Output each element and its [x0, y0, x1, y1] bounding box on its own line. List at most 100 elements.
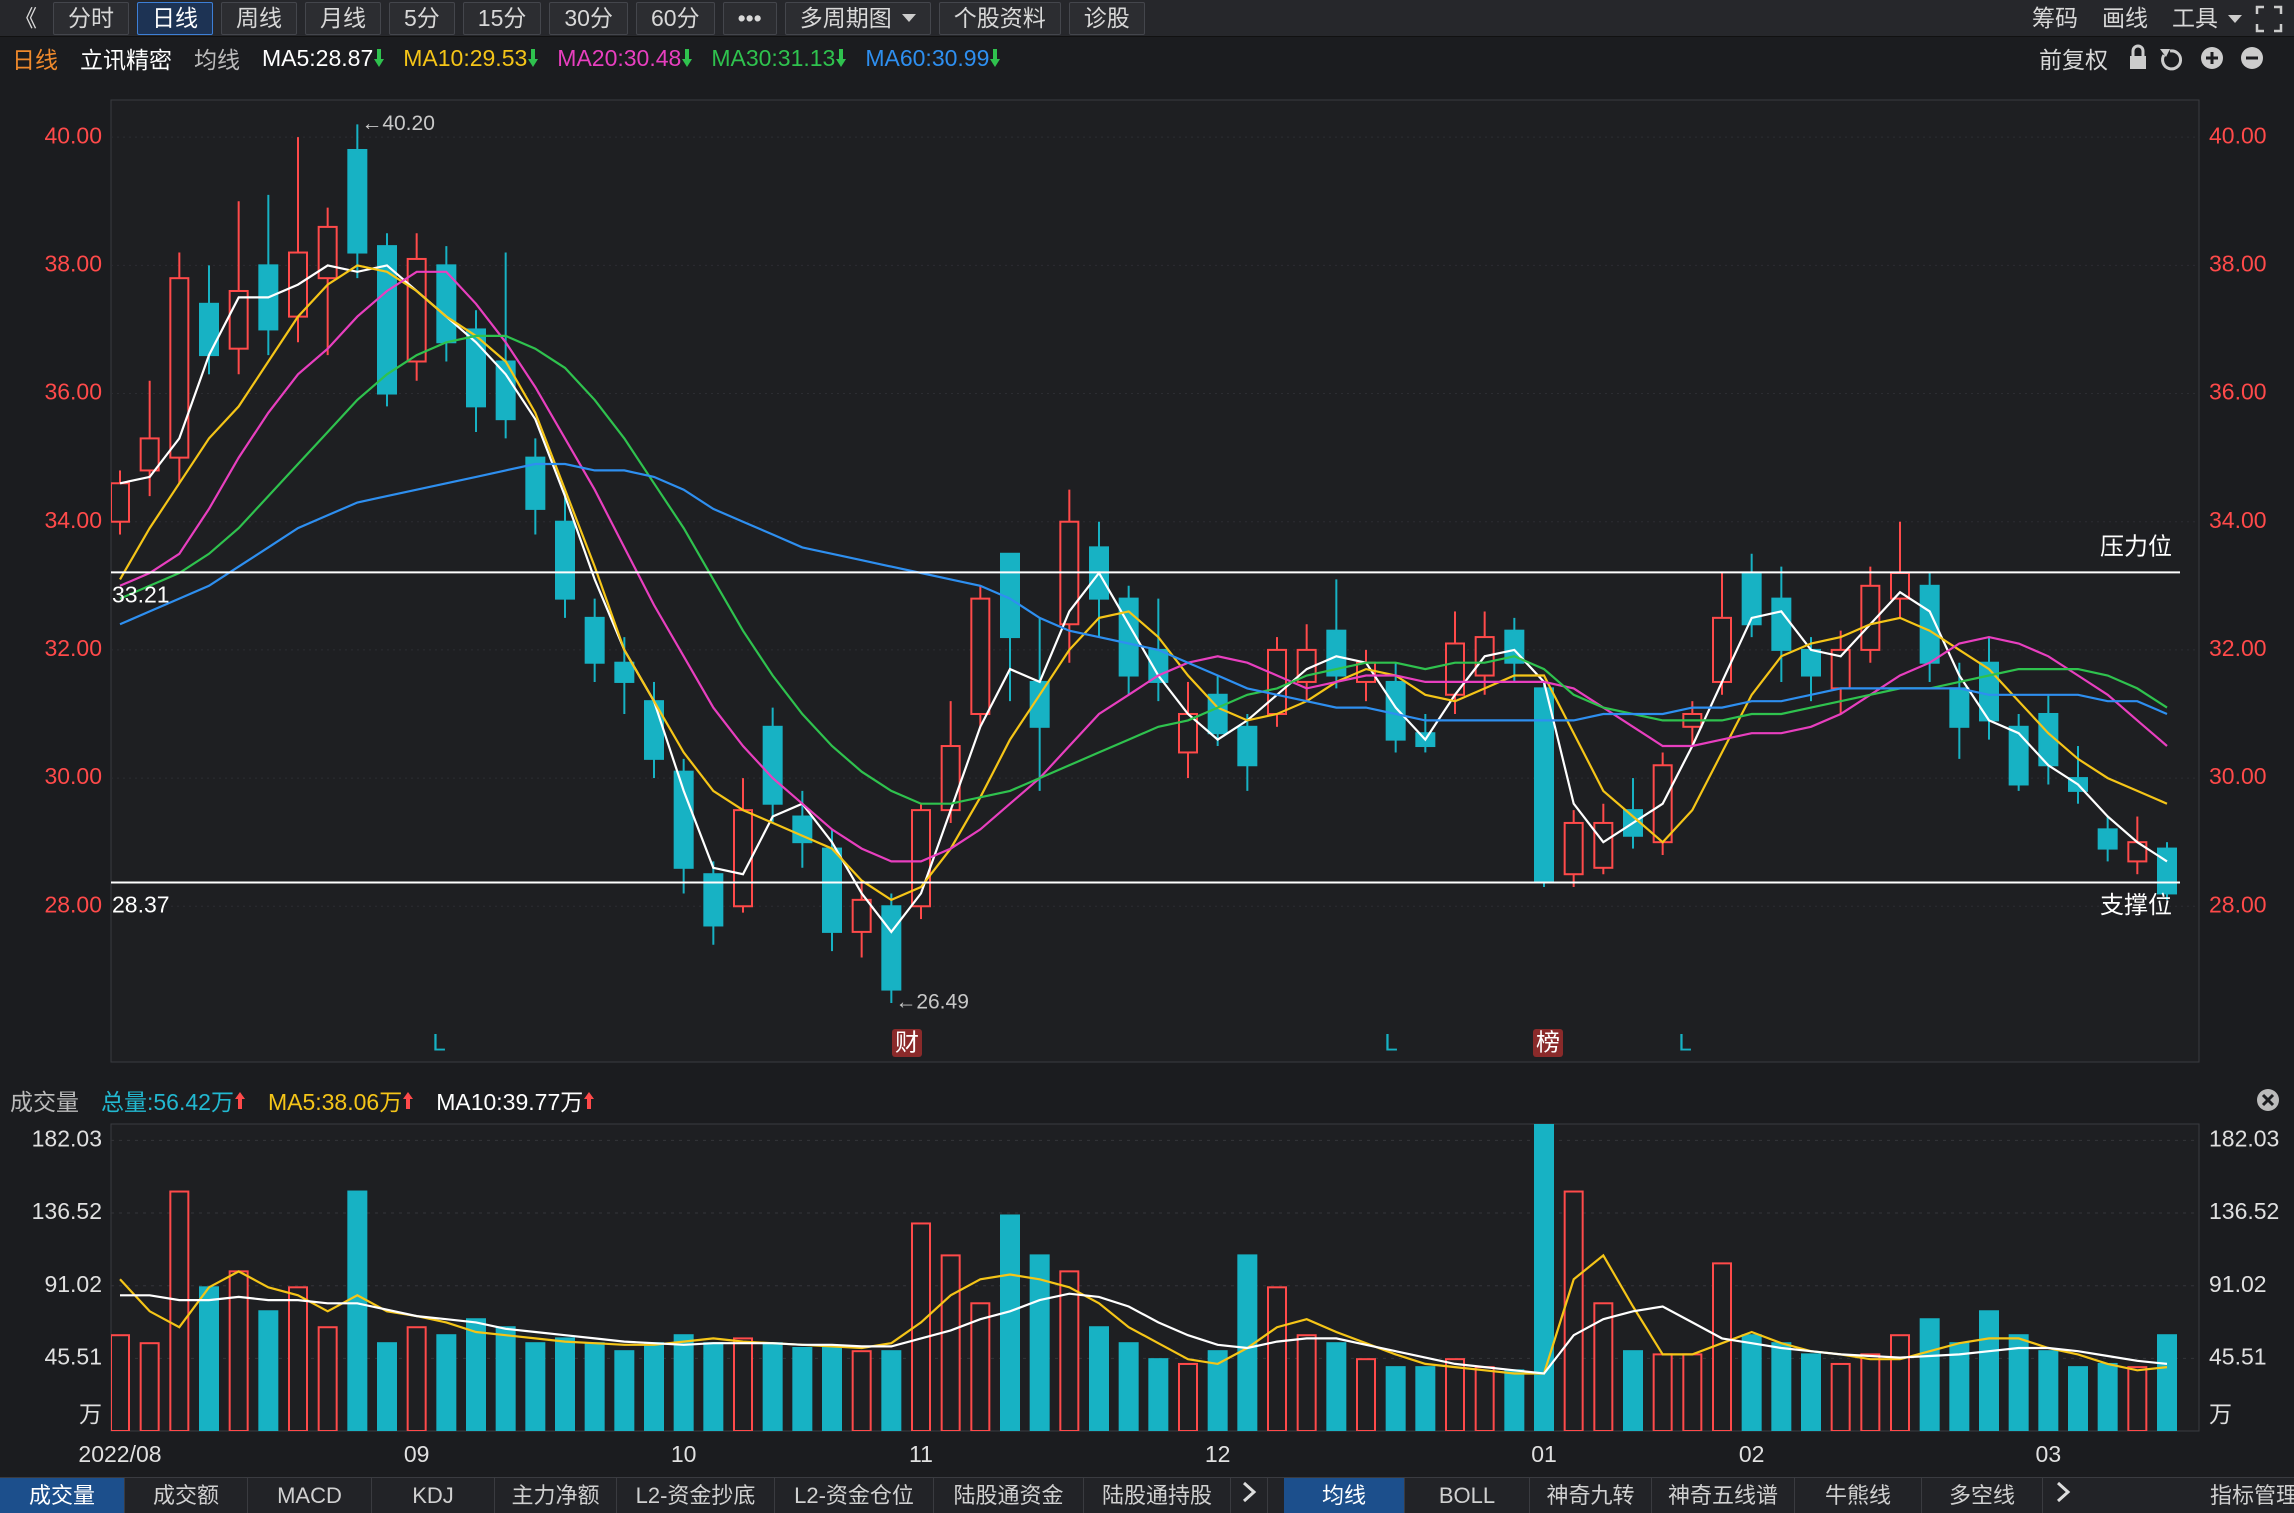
close-icon[interactable]: [2256, 1088, 2280, 1112]
indicator-tab[interactable]: 陆股通持股: [1084, 1478, 1231, 1513]
volume-bar: [1059, 1270, 1080, 1431]
toolbar-button[interactable]: 分时: [53, 1, 129, 35]
y-tick-label: 28.00: [44, 891, 102, 917]
volume-bar: [2038, 1350, 2059, 1431]
volume-bar: [2127, 1366, 2148, 1431]
volume-bar: [1860, 1353, 1881, 1431]
volume-bar: [1474, 1366, 1495, 1431]
volume-bar: [1267, 1286, 1287, 1431]
indicator-tab[interactable]: 均线: [1284, 1478, 1405, 1513]
indicator-tab[interactable]: 主力净额: [495, 1478, 617, 1513]
header-icons[interactable]: [2124, 43, 2274, 73]
volume-bar: [406, 1326, 427, 1431]
toolbar-button[interactable]: 5分: [389, 1, 455, 35]
y-tick-label: 30.00: [44, 763, 102, 789]
indicator-tab[interactable]: 多空线: [1922, 1478, 2043, 1513]
y-tick-label: 91.02: [44, 1271, 102, 1297]
volume-bar: [377, 1342, 397, 1431]
legend-item: MA5:38.06万: [268, 1083, 414, 1117]
volume-bar: [1593, 1302, 1614, 1431]
y2-tick-label: 136.52: [2209, 1198, 2279, 1224]
tab-scroll[interactable]: [2043, 1478, 2083, 1513]
toolbar-button[interactable]: 月线: [305, 1, 381, 35]
y-tick-label: 182.03: [32, 1125, 102, 1151]
indicator-tab[interactable]: 指标管理: [2201, 1478, 2294, 1513]
candle-body: [733, 809, 753, 908]
level-name: 支撑位: [2100, 892, 2172, 919]
indicator-tab[interactable]: 神奇五线谱: [1652, 1478, 1795, 1513]
candle-body: [1712, 616, 1732, 683]
candle-body: [614, 661, 635, 683]
candle-body: [703, 873, 724, 927]
toolbar-button[interactable]: •••: [722, 1, 777, 35]
button-label: 5分: [404, 4, 440, 31]
tab-scroll[interactable]: [1231, 1478, 1268, 1513]
toolbar-button[interactable]: 30分: [549, 1, 628, 35]
volume-bar: [1326, 1342, 1347, 1431]
volume-bar: [555, 1337, 575, 1431]
toolbar-button[interactable]: 工具: [2160, 3, 2254, 34]
indicator-tab[interactable]: 牛熊线: [1795, 1478, 1922, 1513]
chevron-icon: [1242, 1481, 1257, 1503]
candle-body: [762, 725, 783, 805]
volume-bar: [288, 1286, 308, 1431]
indicator-tab[interactable]: KDJ: [372, 1478, 495, 1513]
fullscreen-icon[interactable]: [2254, 4, 2284, 34]
toolbar-button[interactable]: 60分: [635, 1, 715, 35]
volume-bar: [822, 1346, 842, 1431]
ma-line: [119, 334, 2168, 805]
indicator-tab[interactable]: MACD: [248, 1478, 372, 1513]
toolbar-button[interactable]: 周线: [221, 1, 297, 35]
toolbar-button[interactable]: 15分: [462, 1, 542, 35]
volume-title: 成交量: [10, 1089, 79, 1115]
ma-line: [119, 264, 2168, 934]
button-label: 日线: [152, 4, 198, 31]
legend-label: MA10:29.53: [403, 44, 528, 71]
volume-bar: [1207, 1350, 1228, 1431]
button-label: 诊股: [1083, 4, 1130, 31]
candle-body: [406, 257, 427, 363]
indicator-tab[interactable]: 神奇九转: [1530, 1478, 1652, 1513]
volume-header: 成交量 总量:56.42万 MA5:38.06万 MA10:39.77万: [0, 1082, 2294, 1118]
indicator-tab[interactable]: BOLL: [1405, 1478, 1530, 1513]
adjust-mode[interactable]: 前复权: [2039, 47, 2108, 73]
trend-arrow: [836, 49, 847, 67]
indicator-tab[interactable]: 陆股通资金: [934, 1478, 1084, 1513]
toolbar-button[interactable]: 个股资料: [938, 1, 1061, 35]
y2-tick-label: 38.00: [2209, 250, 2267, 276]
trend-arrow: [584, 1092, 595, 1109]
button-label: 30分: [564, 4, 613, 31]
price-panel: [110, 99, 2200, 1063]
button-label: 筹码: [2032, 5, 2078, 31]
toolbar-button[interactable]: 筹码: [2020, 3, 2090, 34]
indicator-tab[interactable]: 成交量: [0, 1478, 125, 1513]
candle-body: [644, 700, 664, 760]
indicator-tab[interactable]: L2-资金仓位: [775, 1478, 934, 1513]
toolbar-button[interactable]: 《: [6, 3, 45, 34]
volume-bar: [1623, 1350, 1643, 1431]
button-label: 15分: [477, 4, 527, 31]
indicator-tab[interactable]: L2-资金抄底: [617, 1478, 775, 1513]
volume-bar: [1385, 1366, 1406, 1431]
candle-body: [525, 456, 546, 510]
volume-bar: [1741, 1334, 1762, 1431]
volume-bar: [1682, 1353, 1703, 1431]
toolbar-button[interactable]: 诊股: [1068, 1, 1145, 35]
volume-bar: [1830, 1362, 1851, 1431]
volume-bar: [584, 1342, 605, 1431]
candle-body: [1801, 648, 1821, 677]
indicator-tab[interactable]: 成交额: [125, 1478, 248, 1513]
toolbar-button[interactable]: 日线: [137, 1, 213, 35]
button-label: 60分: [650, 4, 700, 31]
volume-bar: [258, 1310, 279, 1431]
toolbar-button[interactable]: 画线: [2090, 3, 2160, 34]
candle-body: [1207, 693, 1228, 735]
legend-item: MA20:30.48: [557, 45, 693, 72]
legend-label: MA20:30.48: [557, 44, 682, 71]
volume-bar: [1000, 1214, 1020, 1431]
marker-box: [1533, 1029, 1563, 1057]
toolbar-button[interactable]: 多周期图: [784, 1, 931, 35]
volume-bar: [139, 1342, 160, 1431]
candle-body: [1949, 687, 1970, 728]
y-tick-label: 136.52: [32, 1198, 102, 1224]
